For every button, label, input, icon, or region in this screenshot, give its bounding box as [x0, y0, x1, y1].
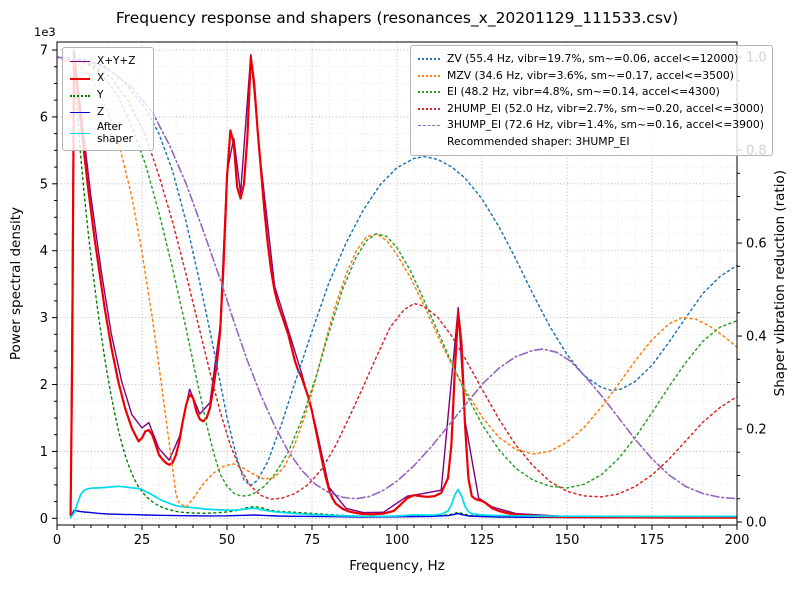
x-tick-label: 200: [725, 533, 750, 548]
x-tick-label: 125: [470, 533, 495, 548]
x-tick-label: 150: [555, 533, 580, 548]
legend-label-2hump-ei: 2HUMP_EI (52.0 Hz, vibr=2.7%, sm~=0.20, …: [447, 101, 764, 115]
legend-label-after-shaper: After shaper: [97, 121, 134, 146]
legend-entry-after-shaper: After shaper: [70, 121, 145, 145]
series: [57, 49, 737, 519]
line-sample-2hump-ei: [418, 107, 440, 110]
line-sample-x: [70, 77, 90, 80]
tick-marks: [52, 49, 742, 530]
legend-label-ei: EI (48.2 Hz, vibr=4.8%, sm~=0.14, accel<…: [447, 85, 720, 99]
legend-label-3hump-ei: 3HUMP_EI (72.6 Hz, vibr=1.4%, sm~=0.16, …: [447, 118, 764, 132]
psd-line-After: [69, 485, 737, 519]
x-tick-label: 175: [640, 533, 665, 548]
legend-entry-zv: ZV (55.4 Hz, vibr=19.7%, sm~=0.06, accel…: [418, 51, 764, 68]
right-y-tick-label: 0.4: [746, 330, 767, 345]
legend-entry-xyz: X+Y+Z: [70, 53, 145, 70]
psd-line-X: [69, 52, 737, 519]
line-sample-xyz: [70, 61, 90, 62]
legend-psd: X+Y+Z X Y Z After shaper: [62, 47, 154, 152]
legend-label-zv: ZV (55.4 Hz, vibr=19.7%, sm~=0.06, accel…: [447, 52, 739, 66]
tick-labels: 0 25 50 75 100 125 150 175 200 0 1 2 3 4 5 6 7 0.0 0.2 0.4 0…: [40, 44, 767, 548]
left-y-tick-label: 3: [40, 311, 48, 326]
legend-entry-3hump-ei: 3HUMP_EI (72.6 Hz, vibr=1.4%, sm~=0.16, …: [418, 117, 764, 134]
x-axis-label: Frequency, Hz: [349, 558, 445, 574]
psd-line-XYZ: [69, 49, 737, 519]
left-y-tick-label: 7: [40, 44, 48, 59]
shaper-line-ZV: [57, 56, 737, 487]
line-sample-after-shaper: [70, 132, 90, 134]
recommended-shaper-note: Recommended shaper: 3HUMP_EI: [447, 134, 630, 148]
left-y-tick-label: 0: [40, 512, 48, 527]
legend-entry-2hump-ei: 2HUMP_EI (52.0 Hz, vibr=2.7%, sm~=0.20, …: [418, 101, 764, 118]
chart-title: Frequency response and shapers (resonanc…: [115, 9, 679, 27]
x-tick-label: 0: [53, 533, 61, 548]
legend-shapers: ZV (55.4 Hz, vibr=19.7%, sm~=0.06, accel…: [410, 45, 773, 156]
left-y-tick-label: 6: [40, 110, 48, 125]
legend-entry-x: X: [70, 70, 145, 87]
shaper-line-EI: [57, 56, 737, 497]
line-sample-y: [70, 94, 90, 97]
legend-label-mzv: MZV (34.6 Hz, vibr=3.6%, sm~=0.17, accel…: [447, 68, 734, 82]
legend-label-y: Y: [97, 89, 104, 102]
line-sample-ei: [418, 91, 440, 94]
x-tick-label: 75: [304, 533, 321, 548]
line-sample-z: [70, 112, 90, 113]
legend-label-xyz: X+Y+Z: [97, 55, 136, 68]
legend-entry-z: Z: [70, 104, 145, 121]
x-tick-label: 100: [385, 533, 410, 548]
y-axis-offset-label: 1e3: [34, 25, 56, 39]
right-y-tick-label: 0.2: [746, 423, 767, 438]
left-y-tick-label: 2: [40, 378, 48, 393]
line-sample-mzv: [418, 74, 440, 77]
legend-label-x: X: [97, 72, 105, 85]
line-sample-3hump-ei: [418, 124, 440, 126]
shaper-line-MZV: [57, 56, 737, 508]
left-y-tick-label: 4: [40, 244, 48, 259]
left-y-tick-label: 5: [40, 177, 48, 192]
x-tick-label: 25: [134, 533, 151, 548]
legend-entry-ei: EI (48.2 Hz, vibr=4.8%, sm~=0.14, accel<…: [418, 84, 764, 101]
x-tick-label: 50: [219, 533, 236, 548]
right-y-tick-label: 0.0: [746, 515, 767, 530]
right-y-tick-label: 0.6: [746, 237, 767, 252]
line-sample-zv: [418, 58, 440, 61]
legend-entry-recommended: Recommended shaper: 3HUMP_EI: [418, 134, 764, 151]
psd-line-Z: [69, 509, 737, 519]
legend-label-z: Z: [97, 106, 105, 119]
shaper-line-2HUMP_EI: [57, 56, 737, 500]
legend-entry-mzv: MZV (34.6 Hz, vibr=3.6%, sm~=0.17, accel…: [418, 68, 764, 85]
shaper-line-3HUMP_EI: [57, 56, 737, 500]
legend-entry-y: Y: [70, 87, 145, 104]
left-y-tick-label: 1: [40, 445, 48, 460]
